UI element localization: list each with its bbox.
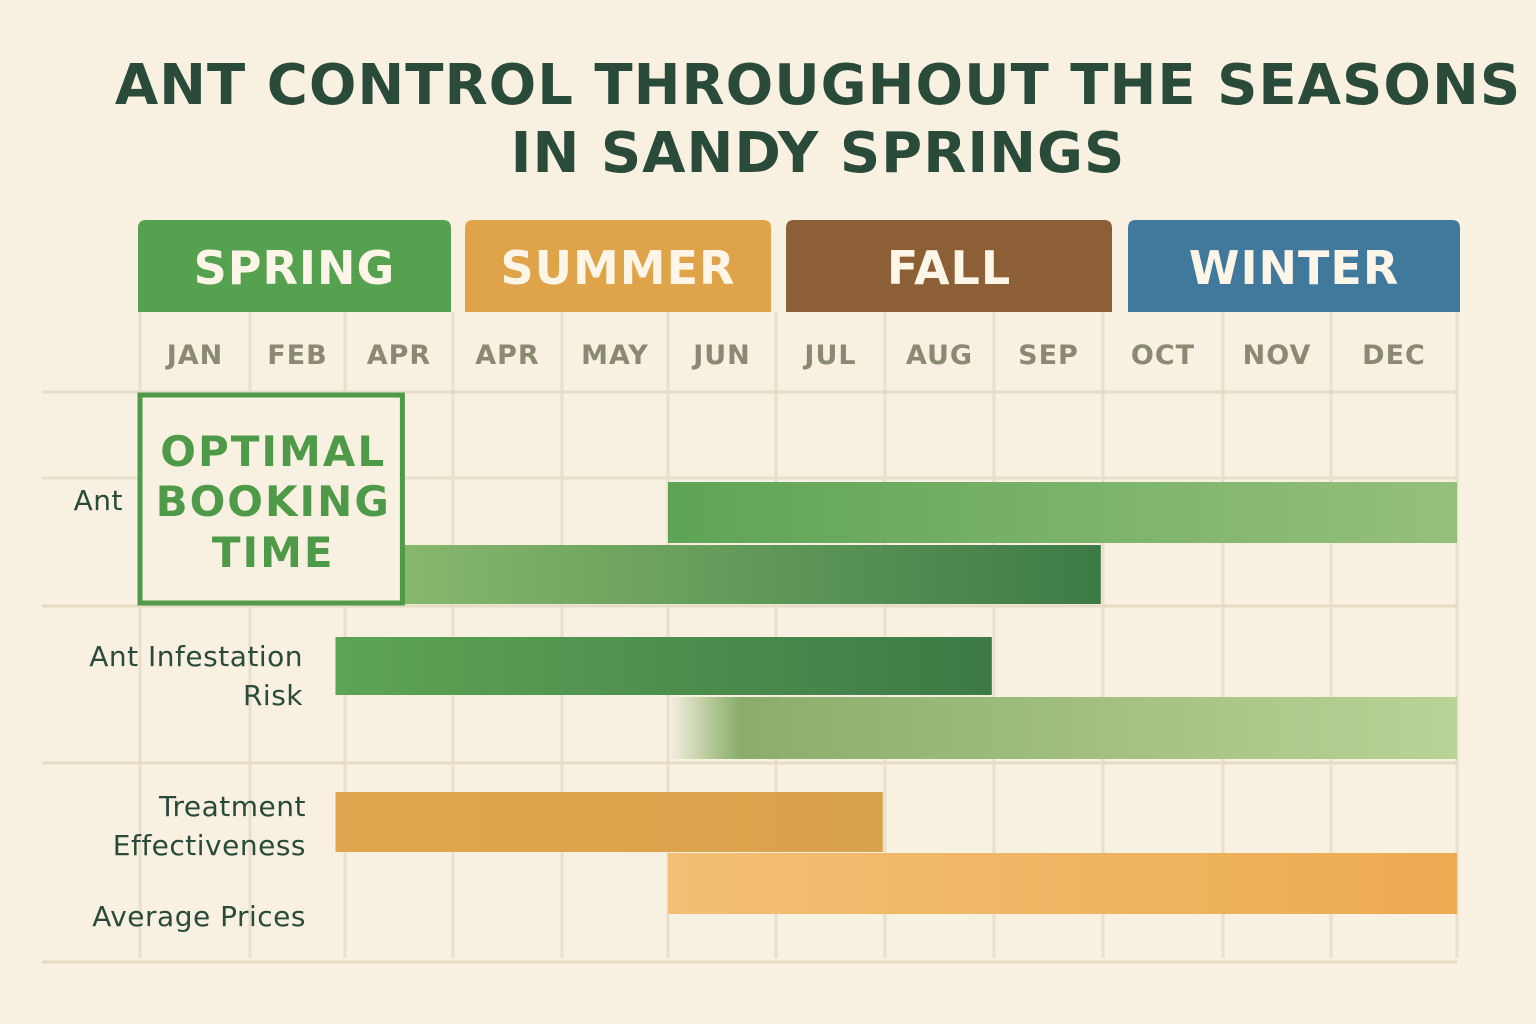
season-label-summer: SUMMER <box>501 241 736 295</box>
row-label-0-line-0: Ant <box>74 484 123 517</box>
bar-2 <box>335 637 992 695</box>
grid <box>42 312 1459 964</box>
month-label-4: MAY <box>581 340 649 371</box>
month-label-1: FEB <box>267 340 327 371</box>
season-bg-spring <box>138 220 451 312</box>
row-label-2-line-0: Treatment <box>158 790 306 823</box>
season-spring: SPRING <box>138 220 451 312</box>
row-label-1-line-1: Risk <box>243 679 303 712</box>
month-label-7: AUG <box>906 340 973 371</box>
season-label-fall: FALL <box>887 241 1011 295</box>
month-labels: JAN FEB APR APR MAY JUN JUL AUG SEP OCT NOV DEC <box>165 340 1426 371</box>
month-label-9: OCT <box>1131 340 1195 371</box>
season-bg-winter <box>1128 220 1460 312</box>
season-summer: SUMMER <box>465 220 771 312</box>
month-label-2: APR <box>367 340 431 371</box>
optimal-box-frame <box>137 392 405 606</box>
month-label-0: JAN <box>165 340 224 371</box>
title-line-1: ANT CONTROL THROUGHOUT THE SEASONS <box>114 53 1522 118</box>
bar-0 <box>668 482 1457 543</box>
month-label-5: JUN <box>691 340 751 371</box>
season-fall: FALL <box>786 220 1112 312</box>
bar-3 <box>668 697 1457 759</box>
season-label-spring: SPRING <box>194 241 396 295</box>
title-line-2: IN SANDY SPRINGS <box>510 121 1126 186</box>
month-label-6: JUL <box>802 340 856 371</box>
optimal-text-line-2: TIME <box>212 528 335 577</box>
season-headers: SPRING SUMMER FALL WINTER <box>138 220 1460 312</box>
row-labels: Ant Ant Infestation Risk Treatment Effective… <box>74 484 306 933</box>
chart-title: ANT CONTROL THROUGHOUT THE SEASONS IN SA… <box>100 52 1536 188</box>
bars <box>335 482 1457 914</box>
month-label-3: APR <box>475 340 539 371</box>
bar-5 <box>668 853 1457 914</box>
optimal-text-line-0: OPTIMAL <box>160 427 386 476</box>
month-label-10: NOV <box>1243 340 1312 371</box>
row-label-3-line-0: Average Prices <box>92 900 306 933</box>
season-winter: WINTER <box>1128 220 1460 312</box>
season-bg-fall <box>786 220 1112 312</box>
month-label-8: SEP <box>1018 340 1079 371</box>
bar-4 <box>335 792 883 852</box>
bar-1 <box>404 545 1101 604</box>
row-label-2-line-1: Effectiveness <box>113 829 306 862</box>
optimal-text-line-1: BOOKING <box>156 477 391 526</box>
month-label-11: DEC <box>1362 340 1426 371</box>
season-label-winter: WINTER <box>1189 241 1400 295</box>
row-label-1-line-0: Ant Infestation <box>89 640 303 673</box>
season-bg-summer <box>465 220 771 312</box>
